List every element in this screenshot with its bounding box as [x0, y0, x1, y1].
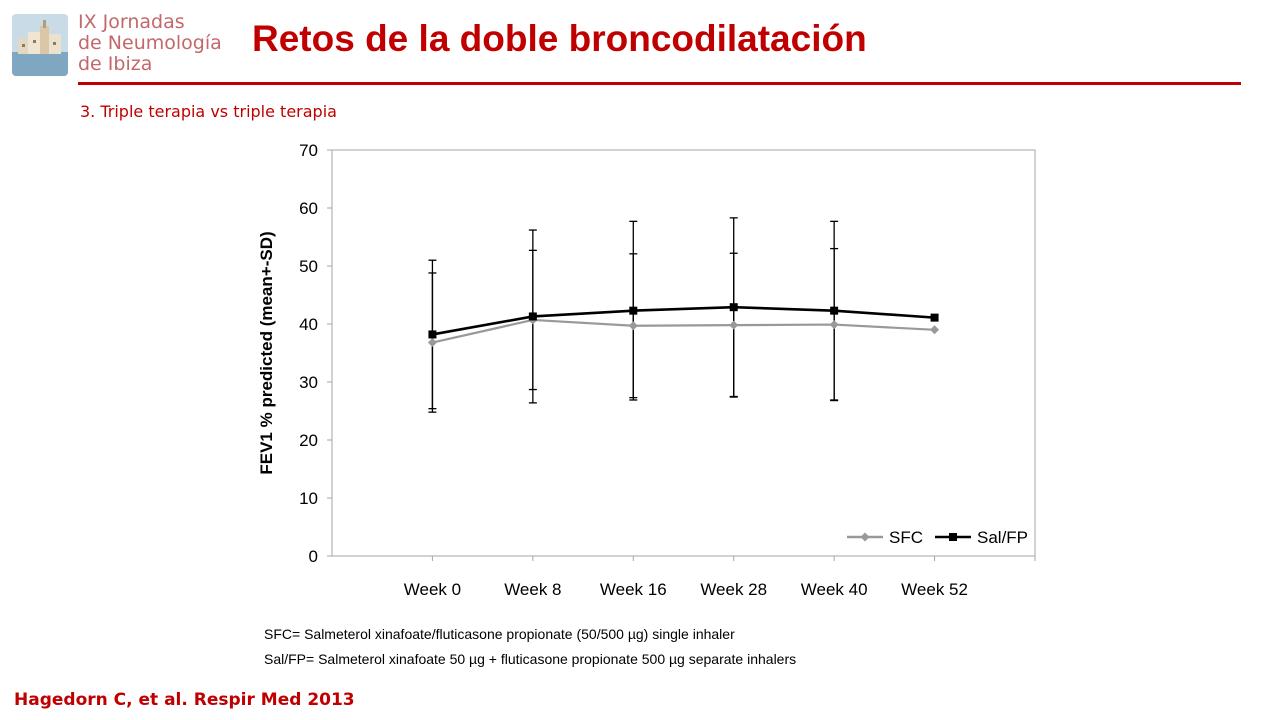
footnote-sfc: SFC= Salmeterol xinafoate/fluticasone pr… [264, 626, 735, 642]
slide-title: Retos de la doble broncodilatación [252, 18, 867, 59]
data-point-salfp [930, 313, 939, 322]
y-tick-label: 0 [309, 547, 318, 566]
data-point-salfp [629, 306, 638, 315]
logo-line-3: de Ibiza [78, 53, 153, 75]
footnote-salfp: Sal/FP= Salmeterol xinafoate 50 µg + flu… [264, 651, 797, 667]
y-tick-label: 30 [299, 373, 318, 392]
logo-image [12, 14, 68, 76]
data-point-sfc [628, 321, 638, 331]
logo-line-1: IX Jornadas [78, 11, 185, 33]
x-tick-label: Week 28 [700, 580, 767, 599]
data-point-sfc [427, 338, 437, 348]
y-tick-label: 40 [299, 315, 318, 334]
legend-marker-sfc [860, 532, 870, 542]
y-tick-label: 50 [299, 257, 318, 276]
data-point-sfc [930, 325, 940, 335]
y-axis-title: FEV1 % predicted (mean+-SD) [257, 231, 276, 474]
legend-marker-salfp [949, 533, 957, 541]
x-tick-label: Week 8 [504, 580, 561, 599]
data-point-sfc [829, 320, 839, 330]
data-point-salfp [830, 306, 839, 315]
y-tick-label: 10 [299, 489, 318, 508]
x-tick-label: Week 16 [600, 580, 667, 599]
x-tick-label: Week 0 [404, 580, 461, 599]
y-tick-label: 60 [299, 199, 318, 218]
plot-frame [331, 149, 1036, 557]
x-tick-label: Week 52 [901, 580, 968, 599]
logo-text: IX Jornadas de Neumología de Ibiza [78, 12, 248, 75]
data-point-sfc [729, 320, 739, 330]
y-tick-label: 20 [299, 431, 318, 450]
legend-label: SFC [889, 528, 923, 547]
fev1-chart: 0 10 20 30 40 50 60 70 Week 0 Week 8 Week 16 Week 2… [257, 141, 1036, 599]
slide-subtitle: 3. Triple terapia vs triple terapia [80, 102, 337, 121]
citation: Hagedorn C, et al. Respir Med 2013 [14, 690, 355, 710]
logo-line-2: de Neumología [78, 32, 222, 54]
data-point-salfp [729, 303, 738, 312]
y-tick-label: 70 [299, 141, 318, 160]
data-point-salfp [428, 330, 437, 339]
title-divider [78, 82, 1241, 85]
data-point-salfp [528, 312, 537, 321]
series-line-sfc [432, 318, 935, 344]
legend-label: Sal/FP [977, 528, 1028, 547]
series-line-sal-fp [432, 305, 935, 336]
x-tick-label: Week 40 [801, 580, 868, 599]
